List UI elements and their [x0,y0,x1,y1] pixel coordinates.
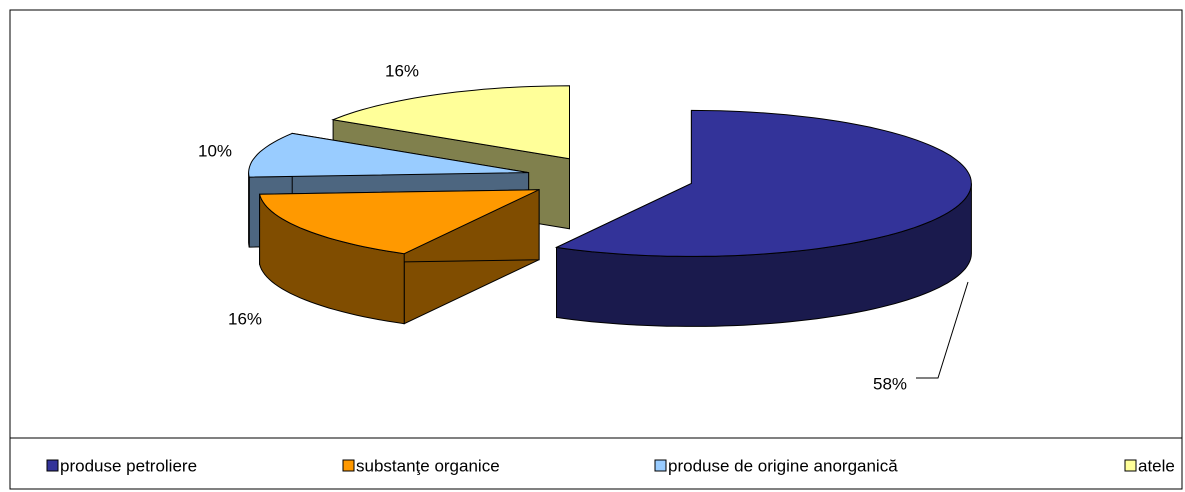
slice-wall [248,172,250,248]
slice-top [554,109,972,257]
legend-swatch [654,459,667,472]
slice [258,188,540,325]
data-label: 16% [228,309,262,328]
legend-swatch [46,459,59,472]
data-label: 16% [385,61,419,80]
legend-label: produse de origine anorganică [668,456,898,475]
slice-top [331,85,570,160]
slice-top [248,132,529,178]
legend-swatch [1124,459,1137,472]
data-label: 10% [198,141,232,160]
slice [554,109,972,327]
legend-label: atele [1138,456,1175,475]
data-label: 58% [873,374,907,393]
legend-label: substanţe organice [356,456,500,475]
legend-label: produse petroliere [60,456,197,475]
leader-line [916,281,969,379]
legend-swatch [342,459,355,472]
slice-top [258,189,540,255]
